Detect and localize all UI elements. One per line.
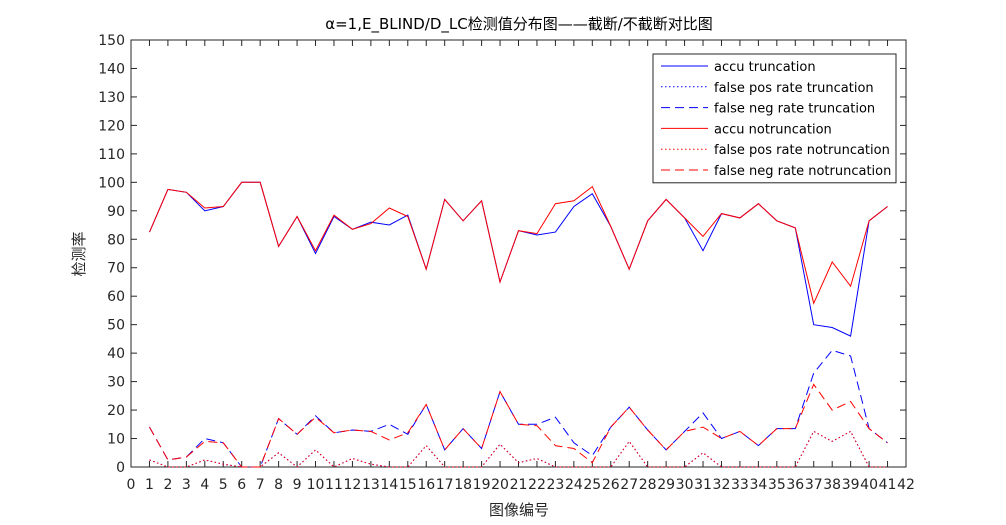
legend-label-1: false pos rate truncation <box>714 81 874 96</box>
x-tick-label: 37 <box>805 477 823 493</box>
y-axis-ticks: 0 10 20 30 40 50 60 70 80 90 100 110 120 130 140 150 <box>98 33 906 476</box>
x-tick-label: 0 <box>127 477 136 493</box>
x-tick-label: 21 <box>510 477 528 493</box>
legend-label-4: false pos rate notruncation <box>714 143 890 158</box>
y-tick-label: 140 <box>98 61 125 77</box>
x-tick-label: 39 <box>842 477 860 493</box>
legend-label-2: false neg rate truncation <box>714 102 875 117</box>
x-tick-label: 33 <box>731 477 749 493</box>
x-tick-label: 6 <box>237 477 246 493</box>
x-tick-label: 5 <box>219 477 228 493</box>
x-tick-label: 36 <box>786 477 804 493</box>
legend: accu truncation false pos rate truncation… <box>652 53 897 184</box>
x-tick-label: 2 <box>163 477 172 493</box>
x-tick-label: 24 <box>565 477 583 493</box>
y-tick-label: 30 <box>107 375 125 391</box>
x-tick-label: 14 <box>380 477 398 493</box>
x-tick-label: 8 <box>274 477 283 493</box>
y-tick-label: 50 <box>107 318 125 334</box>
legend-box <box>652 53 897 184</box>
y-tick-label: 10 <box>107 432 125 448</box>
x-tick-label: 1 <box>145 477 154 493</box>
x-axis-ticks: 0 1 2 3 4 5 6 7 8 9 10 11 12 13 14 15 16 17 18 19 20 21 22 23 24… <box>127 40 915 493</box>
y-tick-label: 80 <box>107 232 125 248</box>
x-axis-title: 图像编号 <box>489 501 549 519</box>
legend-label-3: accu notruncation <box>714 122 832 137</box>
x-tick-label: 20 <box>491 477 509 493</box>
x-tick-label: 19 <box>473 477 491 493</box>
x-tick-label: 18 <box>454 477 472 493</box>
x-tick-label: 23 <box>546 477 564 493</box>
y-tick-label: 40 <box>107 346 125 362</box>
y-tick-label: 110 <box>98 147 125 163</box>
x-tick-label: 7 <box>256 477 265 493</box>
x-tick-label: 41 <box>879 477 897 493</box>
y-tick-label: 100 <box>98 175 125 191</box>
x-tick-label: 28 <box>639 477 657 493</box>
y-tick-label: 120 <box>98 118 125 134</box>
x-tick-label: 22 <box>528 477 546 493</box>
x-tick-label: 12 <box>344 477 362 493</box>
x-tick-label: 26 <box>602 477 620 493</box>
x-tick-label: 16 <box>417 477 435 493</box>
x-tick-label: 3 <box>182 477 191 493</box>
y-tick-label: 60 <box>107 289 125 305</box>
x-tick-label: 17 <box>436 477 454 493</box>
x-tick-label: 10 <box>307 477 325 493</box>
x-tick-label: 11 <box>325 477 343 493</box>
y-tick-label: 130 <box>98 90 125 106</box>
y-tick-label: 150 <box>98 33 125 49</box>
x-tick-label: 13 <box>362 477 380 493</box>
series-layer <box>149 181 888 468</box>
x-tick-label: 38 <box>823 477 841 493</box>
x-tick-label: 15 <box>399 477 417 493</box>
x-tick-label: 25 <box>583 477 601 493</box>
x-tick-label: 32 <box>713 477 731 493</box>
y-tick-label: 70 <box>107 261 125 277</box>
series-line-4 <box>149 430 888 468</box>
y-tick-label: 90 <box>107 204 125 220</box>
x-tick-label: 4 <box>200 477 209 493</box>
x-tick-label: 42 <box>897 477 915 493</box>
series-line-3 <box>149 181 888 305</box>
x-tick-label: 31 <box>694 477 712 493</box>
x-tick-label: 34 <box>749 477 767 493</box>
legend-label-0: accu truncation <box>714 60 816 75</box>
x-tick-label: 27 <box>620 477 638 493</box>
y-axis-title: 检测率 <box>70 231 88 276</box>
chart-title: α=1,E_BLIND/D_LC检测值分布图——截断/不截断对比图 <box>325 15 713 34</box>
series-line-5 <box>149 383 888 468</box>
y-tick-label: 0 <box>116 460 125 476</box>
x-tick-label: 40 <box>860 477 878 493</box>
y-tick-label: 20 <box>107 403 125 419</box>
x-tick-label: 29 <box>657 477 675 493</box>
x-tick-label: 30 <box>676 477 694 493</box>
x-tick-label: 35 <box>768 477 786 493</box>
x-tick-label: 9 <box>293 477 302 493</box>
legend-label-5: false neg rate notruncation <box>714 164 891 179</box>
